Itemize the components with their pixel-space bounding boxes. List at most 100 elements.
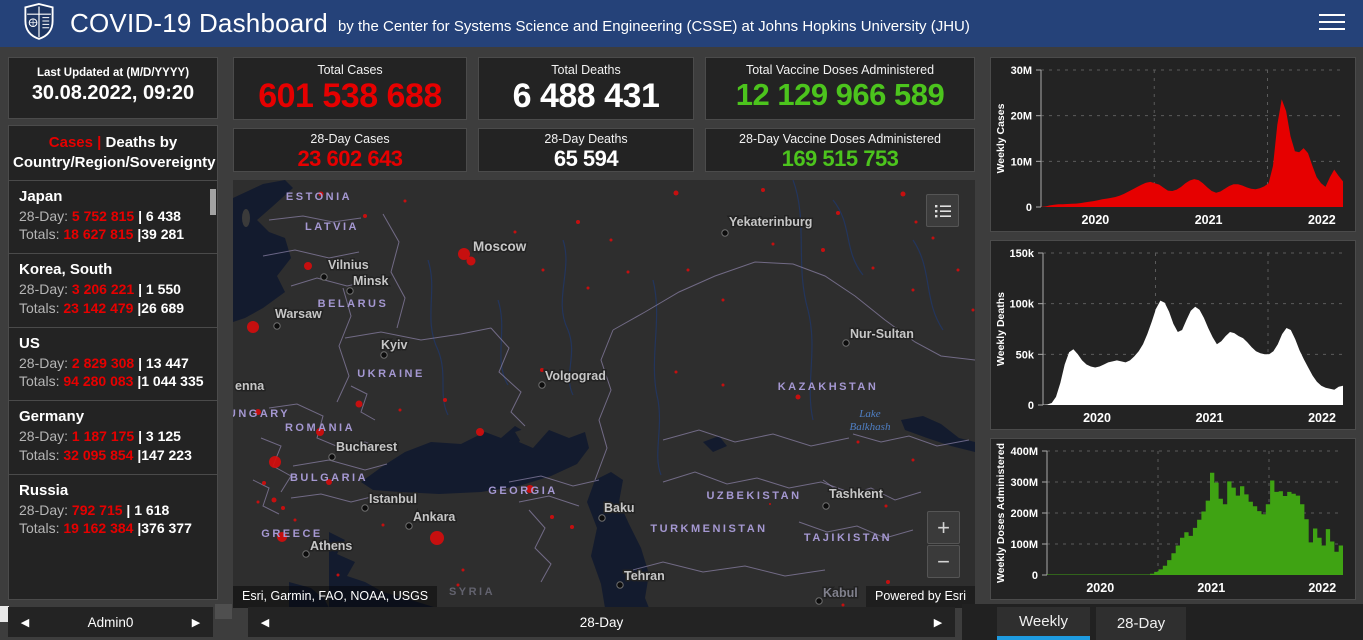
case-bubble[interactable] (821, 248, 825, 252)
case-bubble[interactable] (570, 525, 574, 529)
country-label: TURKMENISTAN (650, 523, 767, 535)
case-bubble[interactable] (769, 503, 771, 505)
case-bubble[interactable] (336, 573, 340, 577)
case-bubble[interactable] (856, 440, 860, 444)
last-updated-label: Last Updated at (M/D/YYYY) (36, 67, 190, 79)
case-bubble[interactable] (430, 531, 444, 545)
case-bubble[interactable] (269, 456, 281, 468)
case-bubble[interactable] (586, 286, 590, 290)
weekly-deaths-area (1043, 300, 1343, 405)
zoom-in-button[interactable]: + (927, 511, 960, 544)
header: COVID-19 Dashboard by the Center for Sys… (0, 0, 1363, 47)
case-bubble[interactable] (884, 504, 888, 508)
case-bubble[interactable] (956, 268, 960, 272)
case-bubble[interactable] (686, 268, 690, 272)
country-label: LATVIA (305, 221, 359, 233)
country-row[interactable]: US 28-Day: 2 829 308 | 13 447 Totals: 94 2… (9, 326, 217, 401)
case-bubble[interactable] (403, 199, 407, 203)
city-dot (616, 581, 624, 589)
case-bubble[interactable] (914, 220, 918, 224)
case-bubble[interactable] (281, 506, 285, 510)
header-deaths-word[interactable]: Deaths by (105, 134, 178, 151)
case-bubble[interactable] (363, 214, 367, 218)
map-canvas[interactable]: Moscow Vilnius Minsk Warsaw Kyiv Volgograd Yek… (233, 180, 975, 608)
case-bubble[interactable] (673, 190, 679, 196)
prev-arrow-icon[interactable]: ◀ (260, 616, 270, 629)
case-bubble[interactable] (836, 211, 840, 215)
city-dot (380, 351, 388, 359)
case-bubble[interactable] (255, 409, 261, 415)
case-bubble[interactable] (541, 268, 545, 272)
case-bubble[interactable] (256, 500, 260, 504)
case-bubble[interactable] (466, 256, 476, 266)
header-cases-word[interactable]: Cases (48, 134, 93, 151)
city-label: Volgograd (545, 369, 606, 383)
y-tick-label: 200M (1010, 508, 1038, 520)
case-bubble[interactable] (911, 288, 915, 292)
country-row[interactable]: Germany 28-Day: 1 187 175 | 3 125 Totals: … (9, 400, 217, 474)
case-bubble[interactable] (526, 485, 534, 493)
case-bubble[interactable] (293, 518, 297, 522)
case-bubble[interactable] (609, 238, 613, 242)
case-bubble[interactable] (513, 230, 517, 234)
tab-28day[interactable]: 28-Day (1096, 607, 1186, 640)
case-bubble[interactable] (398, 408, 402, 412)
y-tick-label: 150k (1010, 248, 1035, 260)
city-label: Ankara (413, 510, 456, 524)
case-bubble[interactable] (771, 242, 775, 246)
case-bubble[interactable] (247, 321, 259, 333)
layer-list-icon[interactable] (926, 194, 959, 227)
country-name: Germany (19, 408, 85, 425)
country-totals-line: Totals: 94 280 083 |1 044 335 (19, 373, 204, 390)
case-bubble[interactable] (355, 400, 363, 408)
case-bubble[interactable] (456, 583, 460, 587)
city-dot (361, 504, 369, 512)
case-bubble[interactable] (576, 220, 580, 224)
day28-cases-panel: 28-Day Cases 23 602 643 (233, 128, 467, 172)
case-bubble[interactable] (318, 191, 324, 197)
menu-icon[interactable] (1319, 14, 1345, 32)
case-bubble[interactable] (540, 368, 544, 372)
case-bubble[interactable] (900, 191, 906, 197)
case-bubble[interactable] (721, 383, 725, 387)
city-label: Warsaw (275, 307, 322, 321)
case-bubble[interactable] (550, 515, 554, 519)
case-bubble[interactable] (326, 479, 332, 485)
case-bubble[interactable] (443, 398, 447, 402)
case-bubble[interactable] (911, 458, 915, 462)
case-bubble[interactable] (761, 188, 765, 192)
case-bubble[interactable] (271, 497, 277, 503)
case-bubble[interactable] (476, 428, 484, 436)
next-arrow-icon[interactable]: ▶ (933, 616, 943, 629)
case-bubble[interactable] (277, 532, 287, 542)
case-bubble[interactable] (304, 262, 312, 270)
tab-weekly[interactable]: Weekly (997, 607, 1090, 640)
case-bubble[interactable] (871, 266, 875, 270)
case-bubble[interactable] (461, 568, 465, 572)
city-label: Istanbul (369, 492, 417, 506)
case-bubble[interactable] (458, 248, 470, 260)
city-label: Tashkent (829, 487, 884, 501)
case-bubble[interactable] (795, 394, 801, 400)
case-bubble[interactable] (674, 370, 678, 374)
case-bubble[interactable] (886, 580, 890, 584)
map-svg[interactable]: Moscow Vilnius Minsk Warsaw Kyiv Volgograd Yek… (233, 180, 975, 608)
case-bubble[interactable] (626, 270, 630, 274)
case-bubble[interactable] (316, 428, 324, 436)
zoom-out-button[interactable]: − (927, 545, 960, 578)
case-bubble[interactable] (381, 523, 385, 527)
prev-arrow-icon[interactable]: ◀ (20, 616, 30, 629)
day28-deaths-value: 65 594 (553, 146, 619, 171)
country-row[interactable]: Russia 28-Day: 792 715 | 1 618 Totals: 19 … (9, 473, 217, 548)
country-row[interactable]: Korea, South 28-Day: 3 206 221 | 1 550 Tot… (9, 253, 217, 327)
country-row[interactable]: Japan 28-Day: 5 752 815 | 6 438 Totals: 18… (9, 179, 217, 254)
case-bubble[interactable] (931, 236, 935, 240)
next-arrow-icon[interactable]: ▶ (191, 616, 201, 629)
case-bubble[interactable] (721, 298, 725, 302)
case-bubble[interactable] (262, 481, 266, 485)
case-bubble[interactable] (841, 603, 845, 607)
case-bubble[interactable] (971, 308, 975, 312)
city-label: Yekaterinburg (729, 215, 812, 229)
y-tick-label: 100M (1010, 539, 1038, 551)
country-list-scrollbar[interactable] (210, 189, 216, 215)
